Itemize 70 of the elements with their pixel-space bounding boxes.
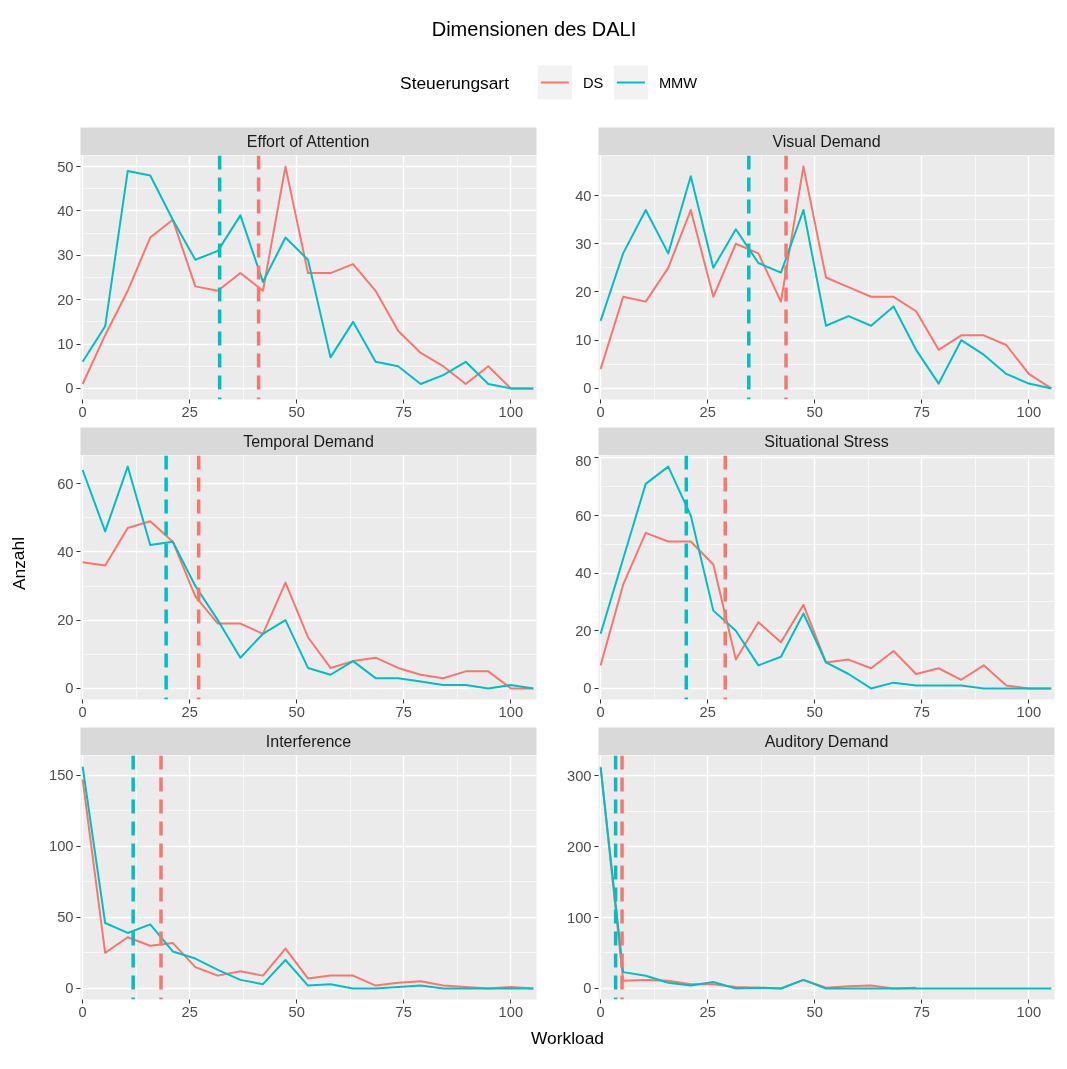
y-tick-label: 100 bbox=[567, 909, 592, 926]
x-tick-label: 25 bbox=[699, 1003, 716, 1020]
x-tick-label: 50 bbox=[806, 703, 823, 720]
x-tick-label: 100 bbox=[1016, 1003, 1042, 1020]
y-tick-label: 80 bbox=[575, 452, 592, 469]
chart-subtitle: Temporal Demand bbox=[243, 433, 374, 450]
y-tick-label: 20 bbox=[57, 291, 74, 308]
x-tick-label: 100 bbox=[1016, 703, 1042, 720]
x-tick-label: 0 bbox=[78, 403, 87, 420]
x-tick-label: 25 bbox=[699, 403, 716, 420]
x-tick-label: 100 bbox=[498, 403, 524, 420]
x-tick-label: 100 bbox=[1016, 403, 1042, 420]
x-tick-label: 25 bbox=[181, 1003, 198, 1020]
y-tick-label: 150 bbox=[49, 767, 74, 784]
x-tick-label: 75 bbox=[913, 703, 930, 720]
y-tick-label: 0 bbox=[65, 380, 74, 397]
y-tick-label: 40 bbox=[57, 202, 74, 219]
chart-subtitle: Effort of Attention bbox=[246, 133, 370, 150]
y-tick-label: 0 bbox=[583, 380, 592, 397]
x-tick-label: 50 bbox=[288, 403, 305, 420]
y-tick-label: 20 bbox=[575, 283, 592, 300]
y-tick-label: 10 bbox=[575, 332, 592, 349]
x-tick-label: 0 bbox=[78, 1003, 87, 1020]
x-tick-label: 25 bbox=[699, 703, 716, 720]
y-tick-label: 30 bbox=[57, 247, 74, 264]
y-tick-label: 0 bbox=[583, 980, 592, 997]
y-tick-label: 20 bbox=[575, 622, 592, 639]
chart-subtitle: Visual Demand bbox=[772, 133, 881, 150]
x-tick-label: 75 bbox=[395, 1003, 412, 1020]
legend-title: Steuerungsart bbox=[400, 72, 510, 93]
y-tick-label: 30 bbox=[575, 235, 592, 252]
y-tick-label: 100 bbox=[49, 838, 74, 855]
chart-title: Dimensionen des DALI bbox=[431, 17, 637, 40]
y-tick-label: 50 bbox=[57, 909, 74, 926]
y-tick-label: 0 bbox=[65, 680, 74, 697]
chart-subtitle: Interference bbox=[265, 733, 352, 750]
x-tick-label: 25 bbox=[181, 703, 198, 720]
y-tick-label: 60 bbox=[575, 507, 592, 524]
x-tick-label: 50 bbox=[288, 703, 305, 720]
x-tick-label: 50 bbox=[288, 1003, 305, 1020]
x-tick-label: 25 bbox=[181, 403, 198, 420]
y-tick-label: 40 bbox=[57, 543, 74, 560]
y-tick-label: 200 bbox=[567, 838, 592, 855]
legend-label: DS bbox=[582, 74, 604, 91]
chart-subtitle: Situational Stress bbox=[764, 433, 889, 450]
y-tick-label: 40 bbox=[575, 565, 592, 582]
y-tick-label: 60 bbox=[57, 475, 74, 492]
y-axis-title: Anzahl bbox=[8, 537, 29, 590]
x-tick-label: 75 bbox=[913, 403, 930, 420]
x-tick-label: 75 bbox=[395, 703, 412, 720]
x-axis-title: Workload bbox=[531, 1027, 604, 1048]
y-tick-label: 50 bbox=[57, 158, 74, 175]
y-tick-label: 40 bbox=[575, 187, 592, 204]
x-tick-label: 75 bbox=[913, 1003, 930, 1020]
x-tick-label: 50 bbox=[806, 1003, 823, 1020]
y-tick-label: 10 bbox=[57, 336, 74, 353]
y-tick-label: 0 bbox=[583, 680, 592, 697]
x-tick-label: 75 bbox=[395, 403, 412, 420]
x-tick-label: 0 bbox=[596, 1003, 605, 1020]
x-tick-label: 100 bbox=[498, 703, 524, 720]
legend-label: MMW bbox=[658, 74, 698, 91]
x-tick-label: 0 bbox=[596, 703, 605, 720]
y-tick-label: 300 bbox=[567, 767, 592, 784]
x-tick-label: 0 bbox=[78, 703, 87, 720]
x-tick-label: 100 bbox=[498, 1003, 524, 1020]
x-tick-label: 0 bbox=[596, 403, 605, 420]
chart-subtitle: Auditory Demand bbox=[764, 733, 889, 750]
x-tick-label: 50 bbox=[806, 403, 823, 420]
y-tick-label: 0 bbox=[65, 980, 74, 997]
y-tick-label: 20 bbox=[57, 612, 74, 629]
